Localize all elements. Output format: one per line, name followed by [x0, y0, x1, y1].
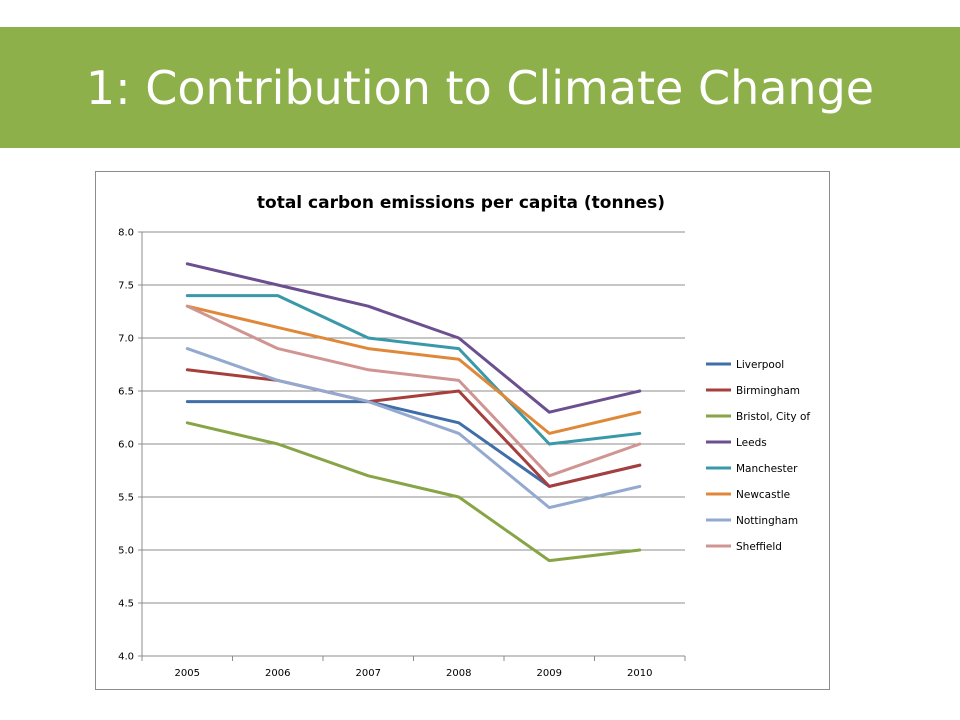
title-banner: 1: Contribution to Climate Change: [0, 27, 960, 148]
grid-layer: 4.0 4.5 5.0 5.5 6.0 6.5 7.0 7.5 8.0 2005 2006 2007 2…: [118, 228, 686, 679]
legend-label: Birmingham: [736, 385, 800, 397]
legend-label: Leeds: [736, 437, 767, 449]
series-line-birmingham: [185, 368, 642, 488]
y-tick-label: 5.0: [118, 546, 134, 557]
legend-label: Nottingham: [736, 515, 798, 527]
slide-title: 1: Contribution to Climate Change: [85, 60, 875, 115]
series-line-bristol-city-of: [185, 421, 642, 563]
x-tick-label: 2010: [627, 668, 652, 679]
y-tick-label: 7.0: [118, 334, 134, 345]
y-tick-label: 4.5: [118, 599, 134, 610]
y-tick-label: 4.0: [118, 652, 134, 663]
legend-label: Liverpool: [736, 359, 784, 371]
legend: Liverpool Birmingham Bristol, City of Leeds…: [706, 359, 810, 553]
y-tick-label: 5.5: [118, 493, 134, 504]
x-tick-label: 2007: [356, 668, 381, 679]
series-layer: [185, 262, 642, 563]
series-line-nottingham: [185, 347, 642, 510]
legend-label: Bristol, City of: [736, 411, 810, 423]
y-tick-label: 8.0: [118, 228, 134, 239]
x-tick-label: 2009: [537, 668, 562, 679]
series-line-sheffield: [185, 304, 642, 478]
chart-frame: total carbon emissions per capita (tonne…: [95, 171, 830, 690]
y-tick-label: 7.5: [118, 281, 134, 292]
chart-title: total carbon emissions per capita (tonne…: [257, 193, 665, 213]
series-line-newcastle: [185, 304, 642, 435]
y-tick-label: 6.0: [118, 440, 134, 451]
x-tick-label: 2008: [446, 668, 471, 679]
y-tick-label: 6.5: [118, 387, 134, 398]
legend-label: Sheffield: [736, 541, 782, 553]
legend-label: Newcastle: [736, 489, 790, 501]
series-line-manchester: [185, 294, 642, 446]
legend-label: Manchester: [736, 463, 798, 475]
line-chart: total carbon emissions per capita (tonne…: [118, 193, 810, 679]
x-tick-label: 2005: [175, 668, 200, 679]
series-line-leeds: [185, 262, 642, 414]
x-tick-label: 2006: [265, 668, 290, 679]
